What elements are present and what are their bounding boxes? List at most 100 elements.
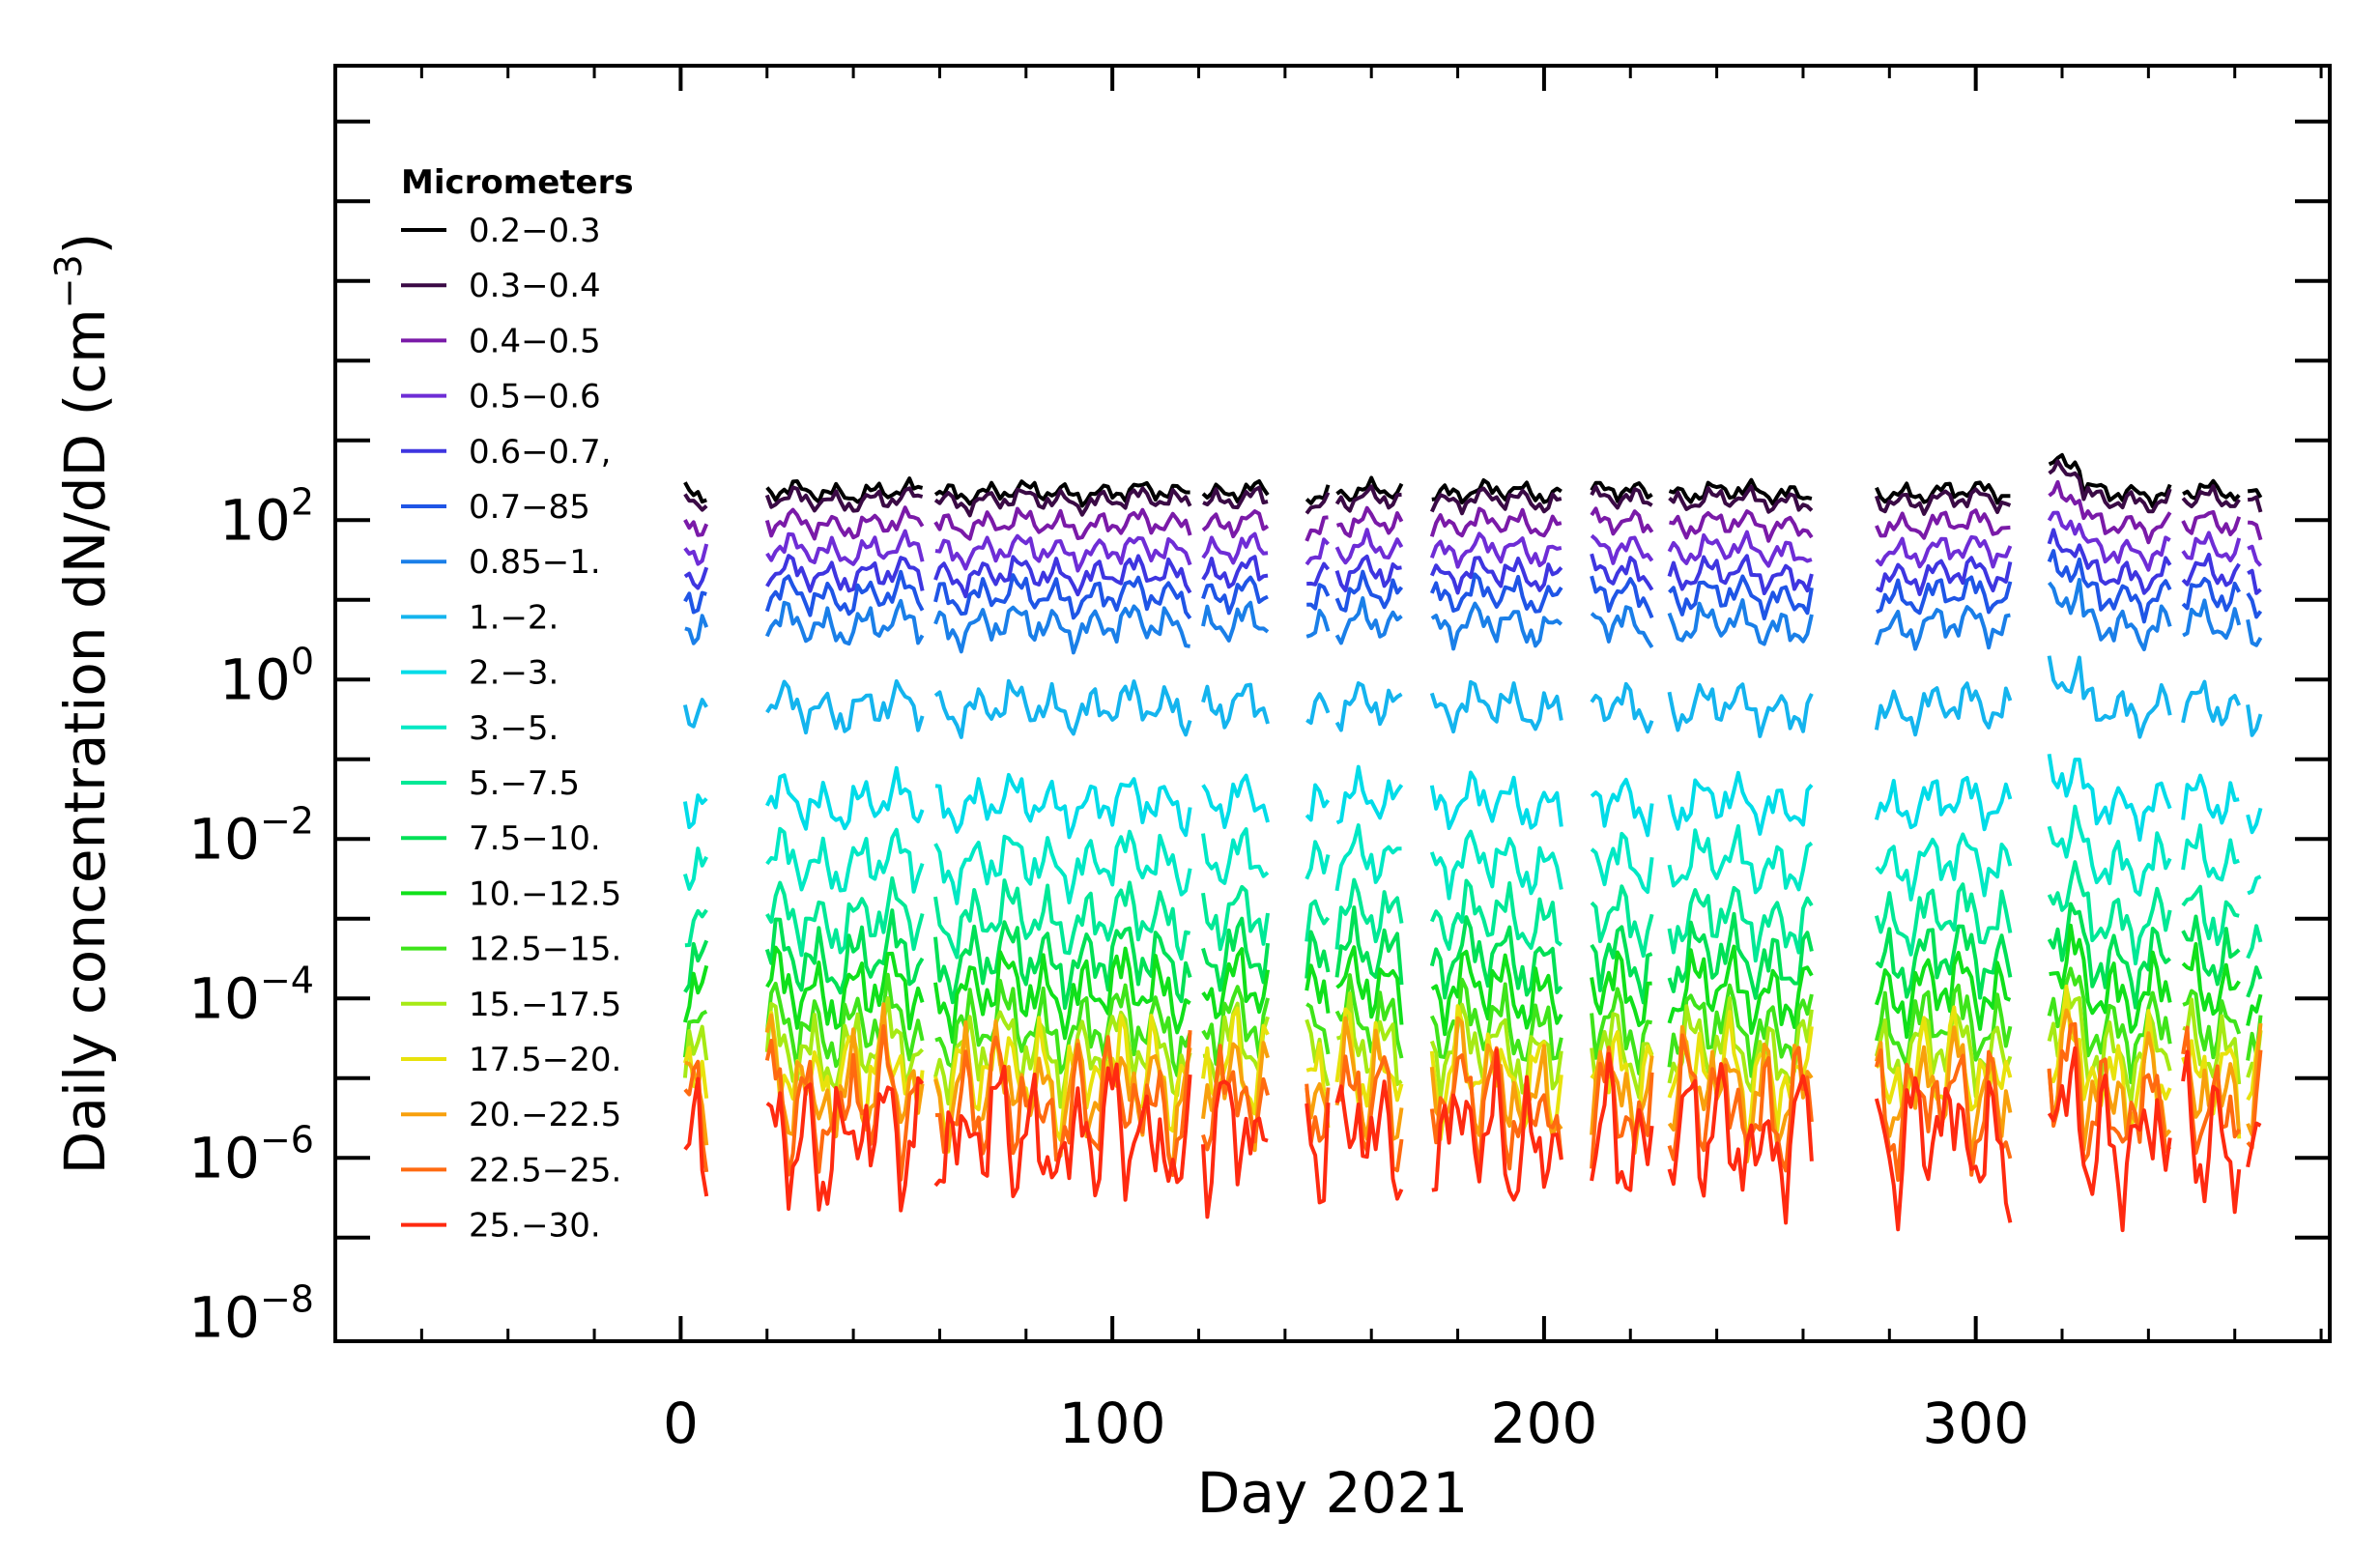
series-line [765, 875, 925, 958]
series-line [1667, 554, 1814, 595]
x-axis: 0 100 200 300 [419, 66, 2323, 1456]
x-axis-title: Day 2021 [1197, 1460, 1469, 1526]
series-line [1201, 884, 1270, 952]
series-line [2048, 459, 2172, 514]
series-line [1201, 682, 1270, 730]
series-line [683, 1076, 709, 1197]
series-line [1590, 506, 1654, 536]
series-line [682, 1009, 708, 1058]
series-line [1429, 531, 1563, 569]
series-line [1431, 1047, 1563, 1202]
plot-frame [333, 64, 2332, 1343]
series-line [1590, 484, 1653, 510]
legend-label: 0.2−0.3 [469, 212, 601, 250]
y-axis-title: Daily concentration dN/dD (cm−3) [47, 233, 118, 1175]
series-line [765, 529, 925, 566]
series-line [933, 878, 1191, 961]
y-tick-label: 10−4 [188, 959, 314, 1031]
series-line [1667, 770, 1814, 836]
legend-label: 12.5−15. [469, 931, 621, 969]
series-line [2049, 923, 2172, 1034]
legend-label: 22.5−25. [469, 1151, 621, 1190]
series-line [1667, 1062, 1814, 1225]
series-line [934, 1030, 1192, 1177]
series-0.7−85 [683, 549, 2263, 624]
series-line [1429, 829, 1563, 901]
series-line [1334, 554, 1402, 592]
legend-label: 2.−3. [469, 654, 559, 693]
series-line [1305, 840, 1331, 880]
legend-label: 0.5−0.6 [469, 378, 601, 416]
series-line [1590, 1046, 1654, 1169]
legend-label: 5.−7.5 [469, 764, 580, 803]
series-line [764, 1024, 923, 1182]
series-line [1305, 609, 1331, 639]
series-line [1667, 824, 1814, 895]
series-line [1305, 1002, 1331, 1055]
series-line [684, 1060, 709, 1146]
series-line [1305, 963, 1331, 1014]
series-line [2181, 942, 2241, 1017]
series-line [2246, 924, 2263, 960]
series-line [1305, 899, 1331, 942]
series-line [1429, 506, 1563, 538]
y-axis-title-main: Daily concentration dN/dD (cm [52, 308, 118, 1174]
legend-label: 7.5−10. [469, 819, 601, 858]
series-line [1590, 1051, 1654, 1192]
series-line [1430, 601, 1563, 651]
series-line [2048, 479, 2172, 545]
series-line [1590, 480, 1653, 503]
series-line [1305, 783, 1331, 822]
series-line [2181, 884, 2240, 947]
series-line [1201, 479, 1270, 503]
series-line [2181, 530, 2242, 562]
series-line [1667, 598, 1814, 646]
series-line [1334, 1007, 1404, 1108]
series-line [764, 765, 925, 831]
series-line [2181, 577, 2241, 613]
series-10.−12.5 [682, 923, 2263, 1045]
x-tick-label: 200 [1491, 1390, 1598, 1456]
series-line [1334, 596, 1403, 645]
series-line [933, 1013, 1191, 1154]
y-tick-label: 100 [219, 640, 314, 712]
series-line [683, 543, 709, 566]
series-line [764, 908, 925, 995]
series-line [1667, 885, 1814, 963]
series-line [683, 590, 707, 615]
series-line [1875, 556, 2013, 596]
series-line [2181, 509, 2242, 536]
series-line [2181, 914, 2241, 987]
series-line [1334, 823, 1402, 892]
series-line [1667, 682, 1814, 738]
series-7.5−10. [683, 902, 2263, 1011]
series-line [683, 493, 708, 512]
legend-label: 0.4−0.5 [469, 322, 601, 360]
series-line [1334, 905, 1404, 986]
series-line [1875, 480, 2011, 505]
series-line [765, 826, 925, 894]
legend-label: 0.7−85 [469, 488, 590, 527]
series-0.3−0.4 [683, 459, 2263, 518]
series-line [2181, 484, 2241, 509]
series-line [1334, 484, 1402, 513]
series-line [1334, 681, 1403, 732]
series-line [2047, 860, 2172, 966]
series-line [2246, 704, 2263, 737]
series-line [2247, 544, 2263, 567]
series-line [2047, 902, 2171, 1010]
series-line [2047, 510, 2171, 572]
legend-label: 1.−2. [469, 598, 559, 637]
series-0.85−1. [684, 578, 2263, 655]
series-line [1669, 509, 1814, 543]
series-line [2047, 966, 2172, 1084]
series-line [2246, 1121, 2262, 1168]
series-line [765, 945, 925, 1031]
legend-label: 0.6−0.7, [469, 433, 611, 472]
series-line [1874, 882, 2013, 957]
series-line [2047, 804, 2172, 897]
series-line [1667, 911, 1814, 1000]
series-0.5−0.6 [683, 510, 2263, 573]
series-line [1201, 916, 1270, 992]
series-line [1335, 764, 1404, 825]
